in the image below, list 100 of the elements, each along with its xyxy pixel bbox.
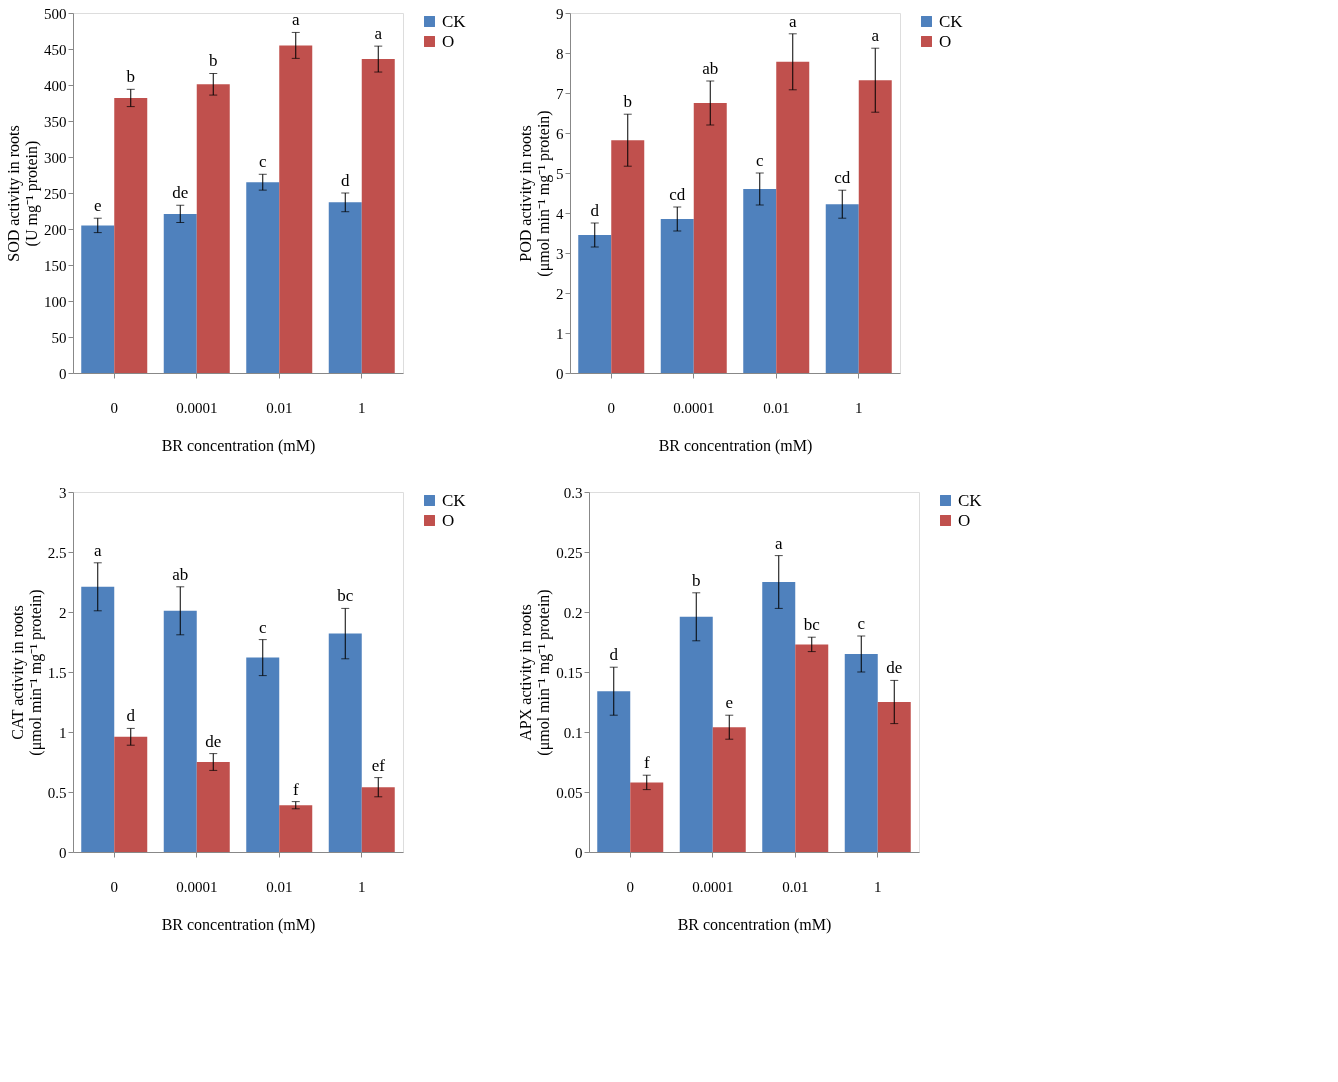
bar (328, 202, 362, 373)
bar (196, 84, 230, 373)
data-label: a (774, 533, 783, 553)
bar (693, 103, 727, 373)
data-label: de (886, 658, 903, 678)
x-tick-label: 0 (607, 399, 615, 416)
y-tick-label: 0.3 (563, 484, 583, 501)
legend-label: O (442, 31, 455, 51)
y-tick-label: 4 (556, 205, 564, 222)
data-label: a (93, 540, 102, 560)
data-label: e (93, 196, 102, 216)
data-label: d (609, 645, 619, 665)
data-label: a (291, 10, 300, 30)
bar (114, 97, 148, 373)
data-label: b (623, 92, 632, 112)
x-axis-title: BR concentration (mM) (161, 436, 316, 455)
y-tick-label: 6 (556, 125, 564, 142)
x-axis-title: BR concentration (mM) (677, 915, 832, 934)
bar (279, 805, 313, 852)
bar (328, 633, 362, 852)
y-tick-label: 5 (556, 165, 564, 182)
y-tick-label: 200 (44, 221, 67, 238)
x-tick-label: 0.01 (763, 399, 790, 416)
x-tick-label: 0.0001 (176, 399, 218, 416)
x-tick-label: 0 (626, 878, 634, 895)
y-tick-label: 0.25 (556, 544, 583, 561)
data-label: c (258, 152, 267, 172)
y-tick-label: 1.5 (47, 664, 67, 681)
y-tick-label: 100 (44, 293, 67, 310)
y-axis-title: SOD activity in roots (U mg⁻¹ protein) (5, 125, 41, 262)
data-label: de (205, 731, 222, 751)
y-tick-label: 2 (556, 285, 564, 302)
y-tick-label: 3 (59, 484, 67, 501)
data-label: d (341, 171, 350, 190)
y-tick-label: 0.15 (556, 664, 583, 681)
data-label: c (857, 614, 866, 633)
y-tick-label: 250 (44, 185, 67, 202)
data-label: b (209, 51, 218, 71)
bar (776, 61, 810, 373)
bar (163, 610, 197, 852)
y-tick-label: 1 (556, 325, 564, 342)
legend-label: O (939, 31, 952, 51)
bar (825, 204, 859, 373)
legend-label: O (442, 510, 455, 530)
data-label: bc (337, 586, 354, 606)
y-tick-label: 300 (44, 149, 67, 166)
x-tick-label: 0.01 (266, 399, 293, 416)
legend-label: CK (939, 11, 964, 31)
x-tick-label: 0.01 (782, 878, 809, 895)
x-tick-label: 0.01 (266, 878, 293, 895)
y-tick-label: 0 (575, 844, 583, 861)
x-tick-label: 1 (358, 399, 366, 416)
bar (246, 657, 280, 852)
y-tick-label: 0.1 (563, 724, 583, 741)
data-label: cd (834, 168, 851, 188)
data-label: a (788, 11, 797, 31)
y-axis-title: CAT activity in roots (μmol min⁻¹ mg⁻¹ protein) (8, 589, 45, 756)
bar (163, 213, 197, 373)
y-tick-label: 3 (556, 245, 564, 262)
data-label: f (643, 753, 650, 773)
data-label: de (172, 183, 189, 203)
bar (81, 586, 115, 852)
data-label: c (755, 151, 764, 170)
bar (660, 219, 694, 373)
data-label: d (126, 706, 136, 726)
bar (114, 736, 148, 852)
y-axis-title: POD activity in roots (μmol min⁻¹ mg⁻¹ protein) (517, 110, 553, 277)
y-tick-label: 9 (556, 5, 564, 22)
y-tick-label: 0.05 (556, 784, 583, 801)
bar (877, 702, 911, 852)
bar (795, 644, 829, 852)
bar (361, 59, 395, 373)
x-tick-label: 1 (358, 878, 366, 895)
x-tick-label: 0.0001 (692, 878, 734, 895)
y-axis-title: APX activity in roots (μmol min⁻¹ mg⁻¹ protein) (517, 589, 554, 756)
y-tick-label: 8 (556, 45, 564, 62)
y-tick-label: 2.5 (47, 544, 67, 561)
y-tick-label: 0.5 (47, 784, 67, 801)
bar (743, 189, 777, 373)
y-tick-label: 0 (59, 844, 67, 861)
data-label: bc (803, 615, 821, 635)
data-label: b (692, 570, 701, 590)
bar (246, 182, 280, 373)
data-label: ef (371, 755, 386, 775)
data-label: e (725, 693, 734, 713)
x-tick-label: 1 (874, 878, 882, 895)
bar (578, 235, 612, 373)
data-label: a (374, 24, 383, 44)
legend-label: CK (442, 11, 467, 31)
y-tick-label: 2 (59, 604, 67, 621)
bar (279, 45, 313, 373)
bar (712, 727, 746, 852)
data-label: ab (702, 59, 719, 78)
y-tick-label: 0.2 (563, 604, 583, 621)
y-tick-label: 0 (59, 365, 67, 382)
x-tick-label: 0.0001 (176, 878, 218, 895)
y-tick-label: 7 (556, 85, 564, 102)
bar (81, 225, 115, 373)
y-tick-label: 150 (44, 257, 67, 274)
legend-label: CK (958, 490, 983, 510)
